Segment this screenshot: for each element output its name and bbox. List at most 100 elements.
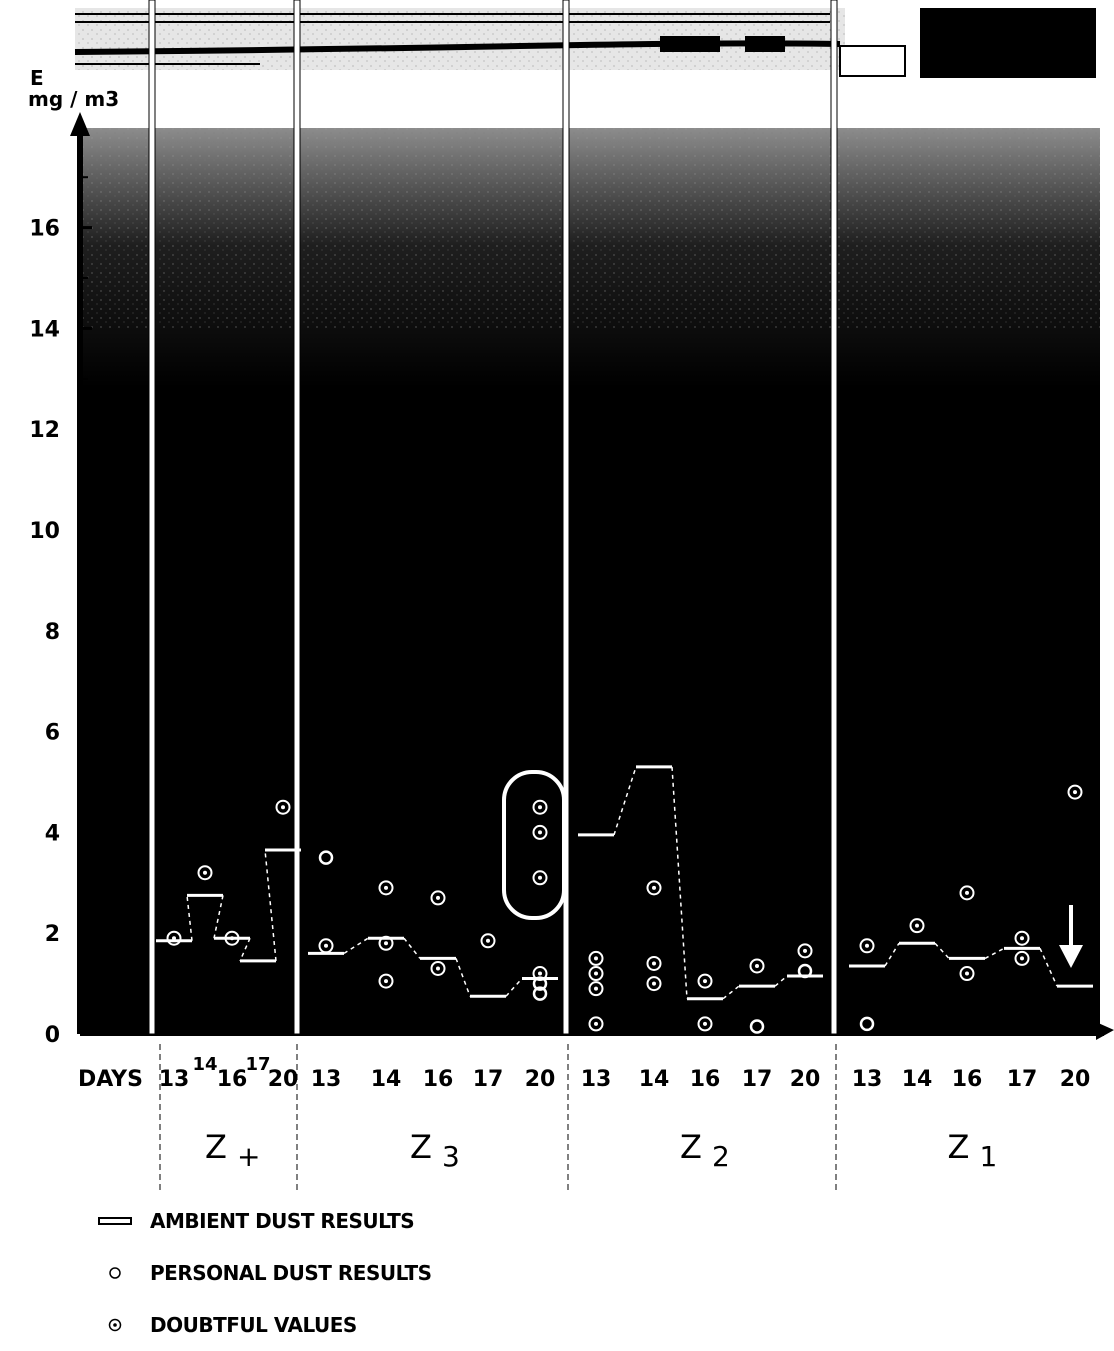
- doubtful-point: [959, 885, 975, 901]
- doubtful-point-dot: [384, 941, 388, 946]
- doubtful-point-dot: [436, 895, 440, 900]
- doubtful-point-dot: [594, 971, 598, 976]
- day-label: 16: [952, 1067, 983, 1092]
- doubtful-point: [378, 935, 394, 951]
- doubtful-point: [909, 918, 925, 934]
- doubtful-point: [1014, 930, 1030, 946]
- day-label: 13: [159, 1067, 190, 1092]
- doubtful-point-dot: [538, 971, 542, 976]
- day-label: 17: [473, 1067, 504, 1092]
- day-label: 17: [1007, 1067, 1038, 1092]
- doubtful-point-dot: [965, 971, 969, 976]
- personal-point: [859, 1016, 875, 1032]
- doubtful-point-dot: [915, 923, 919, 928]
- day-label: 14: [639, 1067, 670, 1092]
- doubtful-point-dot: [486, 938, 490, 943]
- open-circle-icon: [80, 1265, 150, 1281]
- y-tick-label: 0: [45, 1023, 60, 1048]
- dotted-circle-icon: [80, 1317, 150, 1333]
- doubtful-point: [959, 966, 975, 982]
- ambient-connector: [505, 978, 523, 997]
- doubtful-point: [588, 950, 604, 966]
- doubtful-point-dot: [652, 981, 656, 986]
- y-tick-label: 14: [29, 317, 60, 342]
- day-label: 16: [217, 1067, 248, 1092]
- doubtful-point: [532, 870, 548, 886]
- doubtful-point-dot: [1073, 790, 1077, 795]
- doubtful-point: [532, 824, 548, 840]
- data-marks: [156, 765, 1093, 1034]
- doubtful-point: [378, 880, 394, 896]
- zone-label: Z: [205, 1128, 227, 1166]
- ambient-connector: [1039, 948, 1058, 987]
- doubtful-point-dot: [538, 830, 542, 835]
- zone-label-suffix: +: [237, 1140, 260, 1173]
- personal-point: [749, 1019, 765, 1034]
- doubtful-point-dot: [965, 890, 969, 895]
- doubtful-point: [797, 943, 813, 959]
- bar-icon: [80, 1215, 150, 1227]
- doubtful-point-dot: [538, 875, 542, 880]
- ambient-connector: [774, 975, 788, 987]
- doubtful-point-dot: [538, 805, 542, 810]
- day-label: 20: [268, 1067, 299, 1092]
- day-label: 14: [902, 1067, 933, 1092]
- doubtful-point-dot: [384, 885, 388, 890]
- zone-separator: [293, 0, 301, 1035]
- zone-separator: [562, 0, 570, 1035]
- legend-item-doubtful: DOUBTFUL VALUES: [80, 1299, 600, 1351]
- doubtful-point-dot: [703, 979, 707, 984]
- ambient-connector: [264, 849, 277, 961]
- doubtful-point: [430, 960, 446, 976]
- doubtful-point: [588, 981, 604, 997]
- zone-label: Z: [410, 1128, 432, 1166]
- day-label: 20: [790, 1067, 821, 1092]
- doubtful-point-dot: [594, 1021, 598, 1026]
- personal-point: [532, 976, 548, 991]
- doubtful-point-dot: [1020, 936, 1024, 941]
- doubtful-point: [197, 865, 213, 881]
- doubtful-point: [588, 966, 604, 982]
- doubtful-point: [318, 938, 334, 954]
- top-banner: [74, 8, 1096, 78]
- doubtful-point-dot: [652, 961, 656, 966]
- day-label: 13: [581, 1067, 612, 1092]
- doubtful-point-dot: [1020, 956, 1024, 961]
- zone-labels: Z + Z 3 Z 2 Z 1: [205, 1128, 997, 1173]
- personal-point: [797, 963, 813, 979]
- y-tick-label: 2: [45, 922, 60, 947]
- ambient-connector: [613, 766, 637, 836]
- day-label: 13: [852, 1067, 883, 1092]
- doubtful-point: [224, 930, 240, 946]
- doubtful-point-dot: [384, 979, 388, 984]
- day-label: 17: [742, 1067, 773, 1092]
- y-tick-label: 4: [45, 821, 60, 846]
- day-label: 14: [192, 1054, 217, 1075]
- doubtful-point-dot: [230, 936, 234, 941]
- doubtful-point: [588, 1016, 604, 1032]
- doubtful-point-dot: [652, 885, 656, 890]
- day-label: 17: [245, 1054, 270, 1075]
- y-axis-label-line2: mg / m3: [28, 87, 119, 111]
- doubtful-point-dot: [594, 986, 598, 991]
- zone-label-suffix: 2: [712, 1140, 730, 1173]
- y-tick-label: 12: [29, 418, 60, 443]
- doubtful-point: [378, 973, 394, 989]
- ambient-connector: [984, 947, 1005, 960]
- y-tick-label: 6: [45, 721, 60, 746]
- day-label: 20: [525, 1067, 556, 1092]
- personal-point: [318, 850, 334, 865]
- doubtful-point: [1067, 784, 1083, 800]
- down-arrow-icon: [1059, 945, 1083, 968]
- ambient-connector: [934, 942, 950, 959]
- day-label: 16: [690, 1067, 721, 1092]
- doubtful-point-dot: [594, 956, 598, 961]
- doubtful-point: [532, 799, 548, 815]
- y-tick-label: 10: [29, 519, 60, 544]
- doubtful-point: [859, 938, 875, 954]
- y-tick-label: 8: [45, 620, 60, 645]
- doubtful-point-dot: [436, 966, 440, 971]
- day-label: 16: [423, 1067, 454, 1092]
- personal-point: [532, 986, 548, 1001]
